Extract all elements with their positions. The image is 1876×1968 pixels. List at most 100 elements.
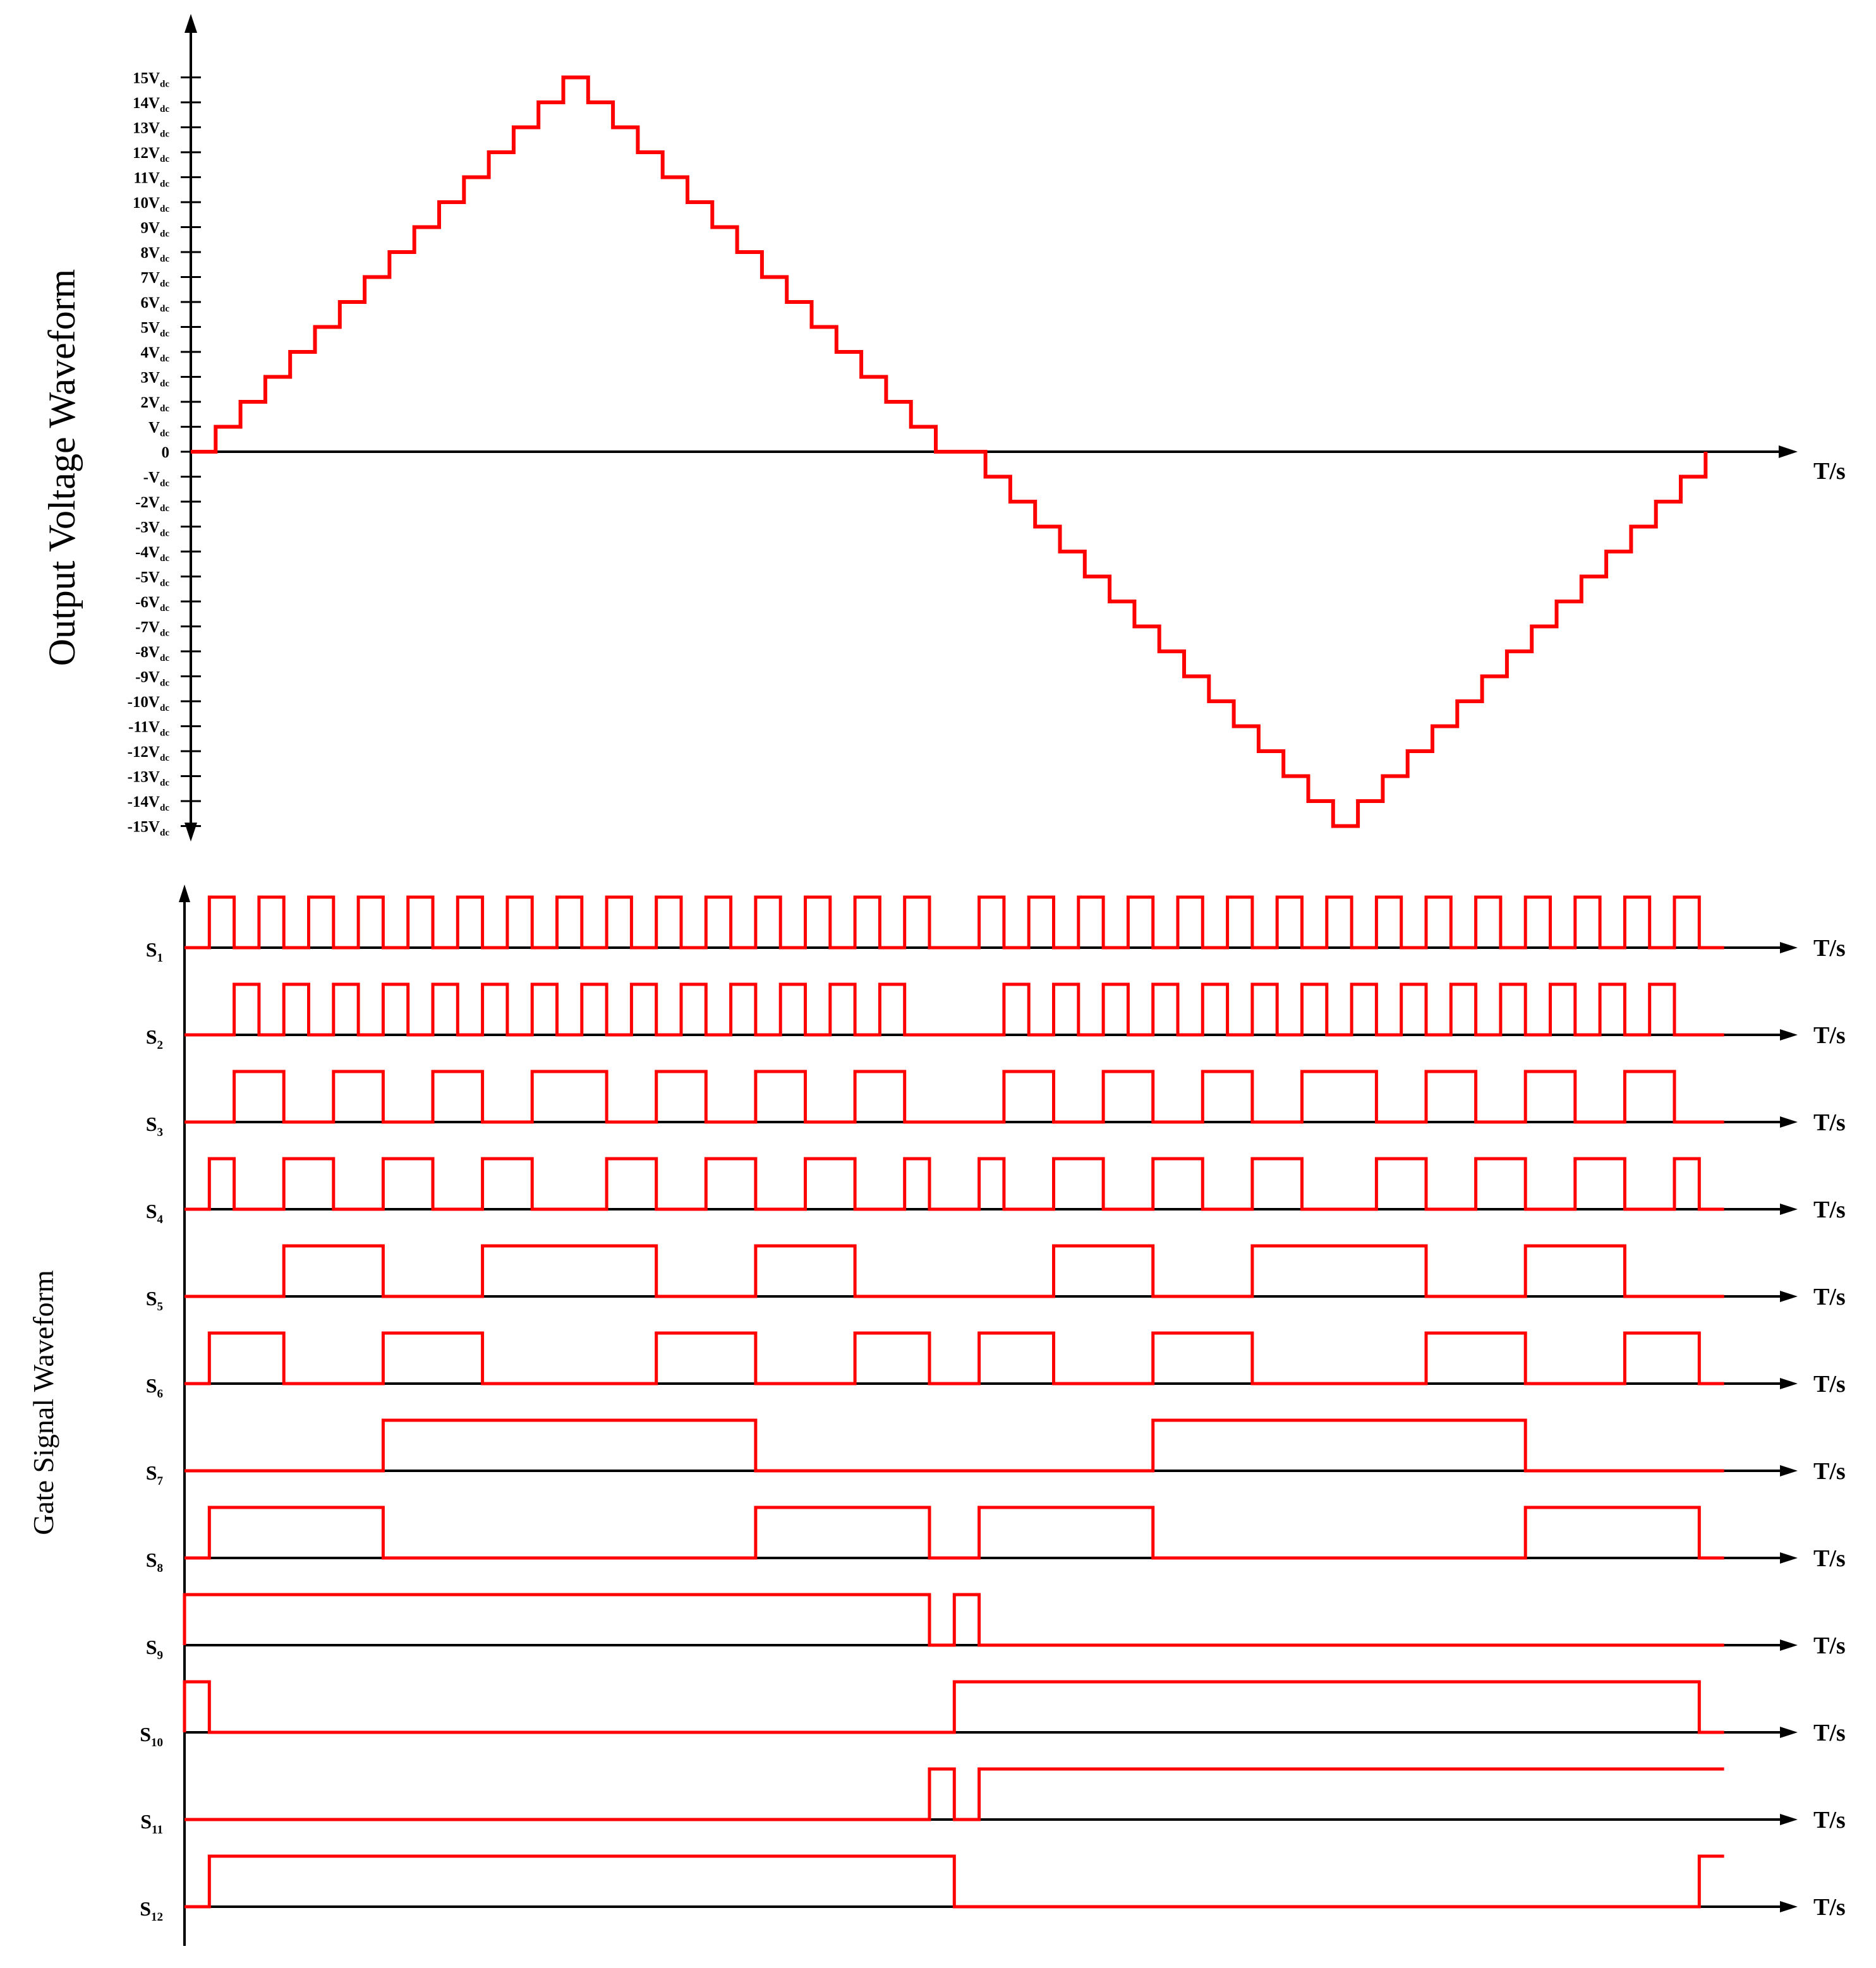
- gate-time-label: T/s: [1813, 1545, 1846, 1572]
- y-tick-label: 13Vdc: [133, 120, 169, 140]
- y-tick-label: -2Vdc: [135, 494, 169, 514]
- gate-signal-rows: T/s S1 T/s S2 T/s S3 T/s S4 T/s S5 T/s S6 T/s S7 T/s S8…: [140, 895, 1846, 1924]
- y-tick-label: 8Vdc: [140, 244, 169, 264]
- gate-time-arrow: [1780, 1029, 1798, 1041]
- gate-signal-label: S8: [146, 1548, 163, 1575]
- gate-row-s6: T/s S6: [146, 1331, 1846, 1401]
- y-tick-label: -3Vdc: [135, 519, 169, 539]
- y-tick-label: 10Vdc: [133, 195, 169, 214]
- output-voltage-y-label: Output Voltage Waveform: [41, 269, 83, 666]
- gate-signal-waveform: [185, 1854, 1724, 1909]
- gate-row-s3: T/s S3: [146, 1070, 1846, 1139]
- y-tick-label: 3Vdc: [140, 370, 169, 389]
- y-tick-label: -11Vdc: [128, 719, 169, 739]
- y-tick-label: 4Vdc: [140, 344, 169, 364]
- y-tick-label: -5Vdc: [135, 569, 169, 589]
- y-tick-label: -9Vdc: [135, 669, 169, 689]
- gate-row-s2: T/s S2: [146, 982, 1846, 1052]
- gate-time-arrow: [1780, 1204, 1798, 1215]
- gate-time-label: T/s: [1813, 1371, 1846, 1398]
- y-tick-label: -15Vdc: [128, 819, 170, 838]
- y-tick-label: 5Vdc: [140, 320, 169, 339]
- gate-time-arrow: [1780, 1901, 1798, 1912]
- gate-signal-waveform: [185, 1418, 1724, 1473]
- gate-signal-waveform: [185, 1244, 1724, 1298]
- gate-time-label: T/s: [1813, 1807, 1846, 1833]
- y-tick-label: -12Vdc: [128, 744, 170, 763]
- gate-signal-label: S6: [146, 1374, 163, 1401]
- gate-signal-label: S3: [146, 1113, 163, 1139]
- gate-signal-waveform: [185, 1070, 1724, 1124]
- gate-row-s4: T/s S4: [146, 1157, 1846, 1226]
- gate-signal-label: S7: [146, 1461, 164, 1488]
- gate-signal-label: S1: [146, 938, 163, 965]
- y-tick-label: 7Vdc: [140, 270, 169, 289]
- gate-row-s12: T/s S12: [140, 1854, 1846, 1924]
- gate-signal-waveform: [185, 1157, 1724, 1211]
- gate-time-arrow: [1780, 1116, 1798, 1128]
- gate-row-s5: T/s S5: [146, 1244, 1846, 1313]
- output-voltage-chart: Output Voltage Waveform 15Vdc 14Vdc 13Vdc 1…: [41, 14, 1846, 842]
- gate-signal-chart: Gate Signal Waveform T/s S1 T/s S2 T/s S3 T/s S…: [27, 884, 1846, 1946]
- gate-time-label: T/s: [1813, 1458, 1846, 1485]
- y-tick-label: Vdc: [148, 420, 169, 439]
- y-tick-label: -7Vdc: [135, 619, 169, 639]
- output-voltage-waveform: [191, 75, 1708, 828]
- gate-time-arrow: [1780, 1378, 1798, 1389]
- gate-time-label: T/s: [1813, 1284, 1846, 1310]
- gate-signal-waveform: [185, 895, 1724, 950]
- time-axis-arrow: [1779, 445, 1798, 458]
- gate-signal-waveform: [183, 1593, 1724, 1647]
- gate-signal-label: S11: [140, 1810, 163, 1837]
- y-tick-label: -8Vdc: [135, 644, 169, 663]
- y-tick-label: 9Vdc: [140, 220, 169, 239]
- gate-row-s9: T/s S9: [146, 1593, 1846, 1662]
- gate-time-arrow: [1780, 1727, 1798, 1738]
- gate-row-s8: T/s S8: [146, 1506, 1846, 1575]
- y-tick-label: 15Vdc: [133, 70, 169, 90]
- gate-time-label: T/s: [1813, 1022, 1846, 1049]
- gate-signal-waveform: [183, 1680, 1724, 1734]
- gate-signal-label: S5: [146, 1287, 163, 1313]
- gate-time-arrow: [1780, 1639, 1798, 1651]
- gate-signal-label: S4: [146, 1200, 164, 1226]
- gate-signal-waveform: [185, 982, 1724, 1037]
- y-tick-label: -14Vdc: [128, 794, 170, 813]
- y-tick-label: -13Vdc: [128, 769, 170, 788]
- y-tick-label: -6Vdc: [135, 594, 169, 613]
- gate-time-arrow: [1780, 1552, 1798, 1564]
- gate-row-s7: T/s S7: [146, 1418, 1846, 1488]
- gate-time-label: T/s: [1813, 1894, 1846, 1921]
- gate-time-arrow: [1780, 1291, 1798, 1302]
- voltage-y-axis-arrow-up: [185, 14, 197, 33]
- gate-signal-label: S9: [146, 1636, 163, 1662]
- gate-signal-waveform: [185, 1767, 1724, 1821]
- gate-signal-y-label: Gate Signal Waveform: [27, 1270, 59, 1535]
- y-tick-label: 12Vdc: [133, 145, 169, 164]
- gate-signal-label: S10: [140, 1723, 163, 1749]
- gate-vertical-axis-arrow: [179, 884, 190, 902]
- y-tick-label: 0: [162, 444, 170, 461]
- gate-time-label: T/s: [1813, 1109, 1846, 1136]
- gate-time-arrow: [1780, 942, 1798, 953]
- gate-time-label: T/s: [1813, 935, 1846, 962]
- y-tick-label: 11Vdc: [133, 170, 169, 190]
- gate-time-arrow: [1780, 1814, 1798, 1825]
- y-tick-label: 6Vdc: [140, 294, 169, 314]
- y-tick-label: -Vdc: [143, 469, 170, 489]
- gate-signal-waveform: [185, 1506, 1724, 1560]
- voltage-y-axis-arrow-down: [185, 823, 197, 842]
- y-tick-label: -4Vdc: [135, 544, 169, 564]
- time-axis-label: T/s: [1813, 458, 1846, 485]
- gate-time-label: T/s: [1813, 1633, 1846, 1659]
- gate-time-label: T/s: [1813, 1720, 1846, 1746]
- y-tick-label: 14Vdc: [133, 95, 169, 114]
- gate-row-s1: T/s S1: [146, 895, 1846, 965]
- y-tick-label: 2Vdc: [140, 394, 169, 414]
- gate-signal-label: S2: [146, 1025, 163, 1052]
- gate-row-s11: T/s S11: [140, 1767, 1846, 1837]
- gate-signal-label: S12: [140, 1897, 163, 1924]
- y-tick-label: -10Vdc: [128, 694, 170, 713]
- gate-time-label: T/s: [1813, 1197, 1846, 1223]
